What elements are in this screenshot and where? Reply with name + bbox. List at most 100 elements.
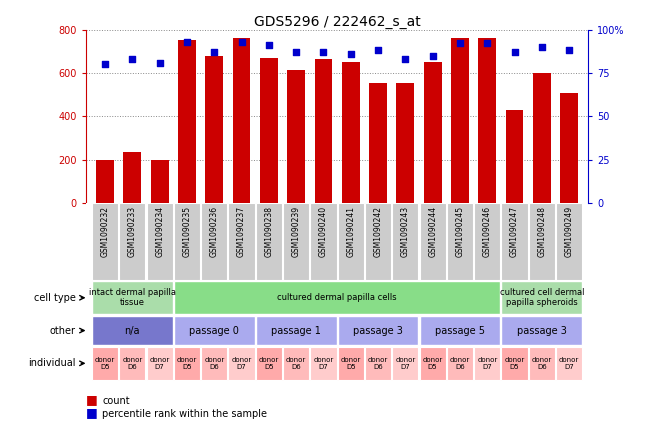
- Bar: [529, 203, 555, 280]
- Text: GSM1090233: GSM1090233: [128, 206, 137, 258]
- Bar: [337, 203, 363, 280]
- Text: cultured dermal papilla cells: cultured dermal papilla cells: [278, 293, 397, 302]
- Bar: [479, 38, 496, 203]
- Bar: [533, 73, 551, 203]
- Text: GSM1090232: GSM1090232: [100, 206, 110, 257]
- Text: GSM1090238: GSM1090238: [264, 206, 274, 257]
- Text: GSM1090237: GSM1090237: [237, 206, 246, 258]
- Point: [509, 49, 520, 55]
- Bar: [338, 347, 364, 380]
- Bar: [174, 281, 500, 314]
- Bar: [206, 56, 223, 203]
- Text: other: other: [50, 326, 76, 335]
- Text: GSM1090246: GSM1090246: [483, 206, 492, 258]
- Text: GSM1090243: GSM1090243: [401, 206, 410, 258]
- Bar: [474, 203, 500, 280]
- Text: percentile rank within the sample: percentile rank within the sample: [102, 409, 268, 419]
- Point: [182, 38, 192, 45]
- Text: donor
D5: donor D5: [177, 357, 197, 370]
- Point: [155, 59, 165, 66]
- Bar: [474, 347, 500, 380]
- Bar: [397, 83, 414, 203]
- Text: donor
D7: donor D7: [559, 357, 579, 370]
- Bar: [229, 347, 254, 380]
- Bar: [256, 203, 282, 280]
- Bar: [91, 203, 118, 280]
- Point: [400, 56, 410, 63]
- Bar: [365, 203, 391, 280]
- Bar: [151, 160, 169, 203]
- Bar: [424, 62, 442, 203]
- Text: GSM1090242: GSM1090242: [373, 206, 383, 257]
- Point: [346, 50, 356, 57]
- Bar: [392, 203, 418, 280]
- Text: donor
D5: donor D5: [95, 357, 115, 370]
- Text: passage 0: passage 0: [189, 326, 239, 335]
- Bar: [474, 203, 500, 280]
- Text: GSM1090241: GSM1090241: [346, 206, 355, 257]
- Bar: [555, 203, 582, 280]
- Bar: [311, 203, 336, 280]
- Bar: [119, 203, 145, 280]
- Bar: [342, 62, 360, 203]
- Bar: [201, 203, 227, 280]
- Text: GSM1090236: GSM1090236: [210, 206, 219, 258]
- Text: GSM1090247: GSM1090247: [510, 206, 519, 258]
- Bar: [310, 203, 336, 280]
- Bar: [229, 203, 254, 280]
- Text: GSM1090235: GSM1090235: [182, 206, 192, 258]
- Text: GSM1090248: GSM1090248: [537, 206, 547, 257]
- Text: donor
D5: donor D5: [504, 357, 525, 370]
- Bar: [96, 160, 114, 203]
- Bar: [502, 281, 582, 314]
- Text: donor
D7: donor D7: [149, 357, 170, 370]
- Text: ■: ■: [86, 393, 98, 406]
- Bar: [255, 203, 281, 280]
- Bar: [174, 203, 200, 280]
- Text: n/a: n/a: [124, 326, 140, 335]
- Bar: [256, 316, 336, 345]
- Text: donor
D5: donor D5: [422, 357, 443, 370]
- Text: GSM1090239: GSM1090239: [292, 206, 301, 258]
- Text: donor
D6: donor D6: [368, 357, 388, 370]
- Bar: [200, 203, 227, 280]
- Bar: [282, 203, 309, 280]
- Bar: [92, 203, 118, 280]
- Bar: [119, 347, 145, 380]
- Text: donor
D7: donor D7: [395, 357, 416, 370]
- Point: [127, 56, 137, 63]
- Point: [373, 47, 383, 54]
- Text: individual: individual: [28, 358, 76, 368]
- Bar: [92, 281, 173, 314]
- Bar: [556, 203, 582, 280]
- Bar: [178, 41, 196, 203]
- Bar: [92, 347, 118, 380]
- Text: GSM1090234: GSM1090234: [155, 206, 164, 258]
- Text: passage 1: passage 1: [271, 326, 321, 335]
- Point: [100, 61, 110, 68]
- Bar: [392, 347, 418, 380]
- Point: [291, 49, 301, 55]
- Text: donor
D6: donor D6: [204, 357, 224, 370]
- Point: [264, 42, 274, 49]
- Bar: [256, 347, 282, 380]
- Text: passage 3: passage 3: [353, 326, 403, 335]
- Bar: [420, 316, 500, 345]
- Text: donor
D5: donor D5: [258, 357, 279, 370]
- Bar: [124, 152, 141, 203]
- Bar: [502, 347, 527, 380]
- Bar: [528, 203, 554, 280]
- Point: [318, 49, 329, 55]
- Bar: [392, 203, 418, 280]
- Bar: [315, 59, 332, 203]
- Bar: [447, 347, 473, 380]
- Text: donor
D7: donor D7: [477, 357, 497, 370]
- Text: donor
D6: donor D6: [286, 357, 306, 370]
- Text: GSM1090244: GSM1090244: [428, 206, 437, 258]
- Text: passage 3: passage 3: [517, 326, 567, 335]
- Bar: [174, 347, 200, 380]
- Bar: [502, 316, 582, 345]
- Text: ■: ■: [86, 406, 98, 419]
- Bar: [283, 347, 309, 380]
- Bar: [561, 93, 578, 203]
